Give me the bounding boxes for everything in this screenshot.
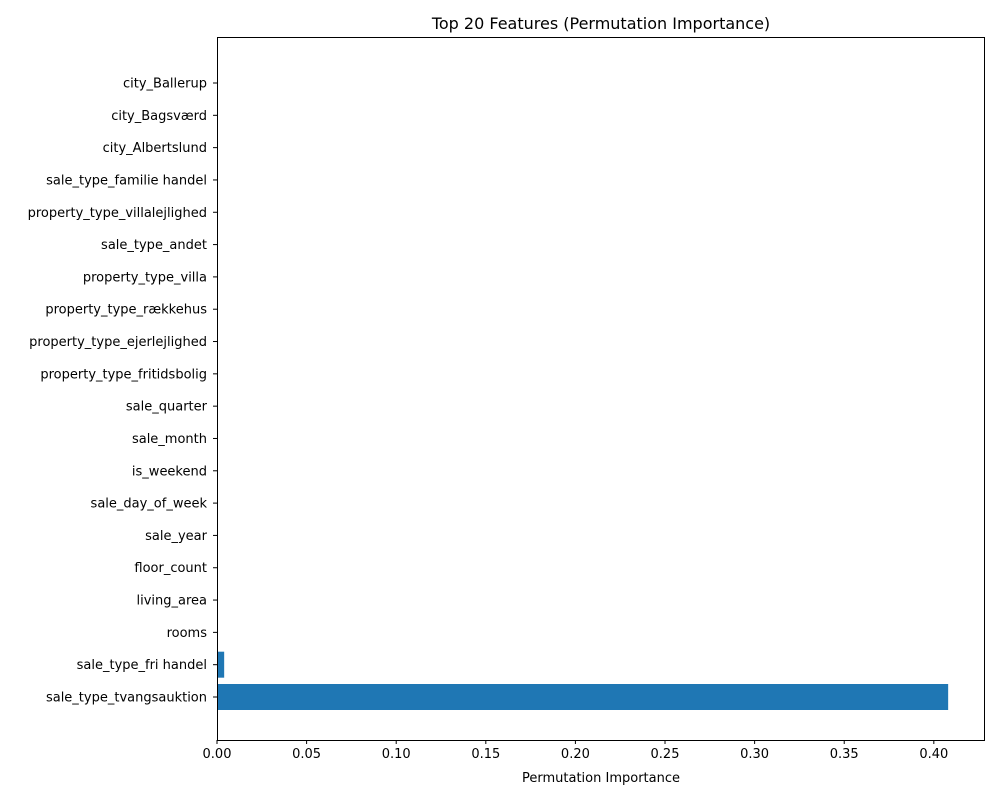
y-tick-label: sale_day_of_week: [91, 497, 208, 512]
y-tick-label: city_Albertslund: [103, 141, 207, 156]
y-tick-label: property_type_villalejlighed: [28, 206, 207, 221]
x-tick-label: 0.05: [292, 747, 321, 762]
bar-18: [217, 651, 225, 678]
x-tick-label: 0.20: [561, 747, 590, 762]
y-tick-label: living_area: [136, 594, 207, 609]
y-tick-label: sale_month: [132, 432, 207, 447]
x-axis-ticks: 0.00 0.05 0.10 0.15 0.20 0.25 0.30 0.35 0.40: [203, 740, 948, 762]
x-tick-label: 0.00: [203, 747, 232, 762]
x-tick-label: 0.25: [651, 747, 680, 762]
y-axis-ticks: city_Ballerup city_Bagsværd city_Albertslu…: [28, 77, 217, 706]
x-axis-label: Permutation Importance: [522, 771, 680, 786]
x-tick-label: 0.10: [382, 747, 411, 762]
y-tick-label: property_type_villa: [83, 270, 207, 285]
y-tick-label: sale_type_fri handel: [77, 658, 207, 673]
y-tick-label: property_type_ejerlejlighed: [29, 335, 207, 350]
y-tick-label: sale_year: [145, 529, 208, 544]
plot-frame: [217, 37, 985, 741]
x-tick-label: 0.35: [830, 747, 859, 762]
x-tick-label: 0.40: [919, 747, 948, 762]
x-tick-label: 0.30: [740, 747, 769, 762]
chart-title: Top 20 Features (Permutation Importance): [431, 14, 770, 33]
y-tick-label: sale_type_andet: [101, 238, 207, 253]
x-tick-label: 0.15: [471, 747, 500, 762]
y-tick-label: city_Ballerup: [123, 77, 207, 92]
y-tick-label: sale_quarter: [126, 400, 208, 415]
y-tick-label: sale_type_familie handel: [46, 173, 207, 188]
bar-19: [217, 684, 949, 710]
y-tick-label: city_Bagsværd: [111, 109, 207, 124]
y-tick-label: rooms: [167, 626, 208, 641]
y-tick-label: floor_count: [134, 561, 207, 576]
y-tick-label: sale_type_tvangsauktion: [46, 691, 207, 706]
y-tick-label: is_weekend: [132, 464, 207, 479]
bars-group: [217, 651, 949, 710]
y-tick-label: property_type_fritidsbolig: [40, 367, 207, 382]
y-tick-label: property_type_rækkehus: [45, 303, 207, 318]
